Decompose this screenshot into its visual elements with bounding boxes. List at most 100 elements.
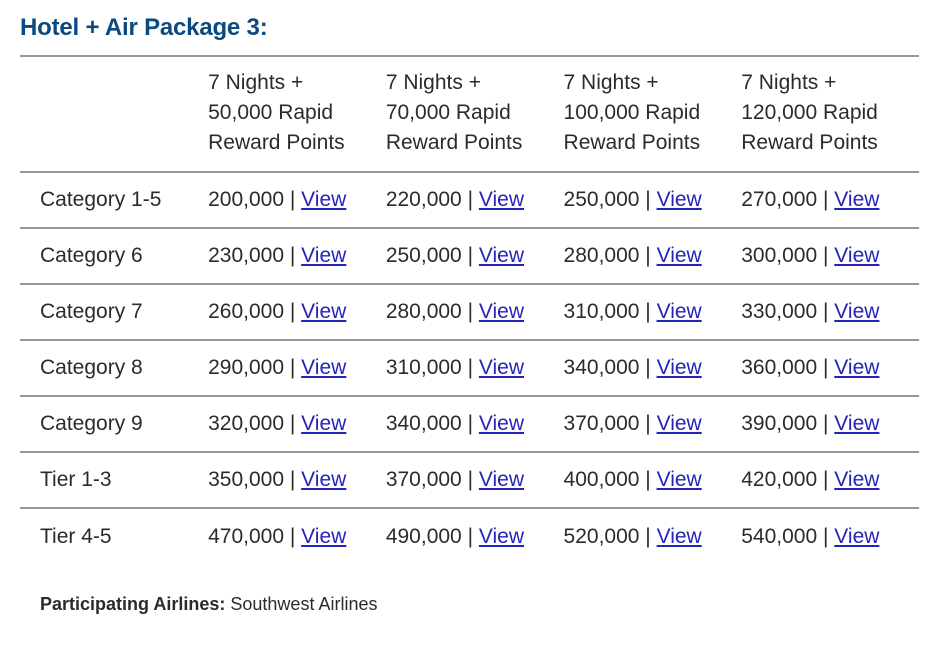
points-cell: 340,000 | View: [563, 356, 702, 379]
points-cell: 310,000 | View: [385, 356, 525, 379]
points-cell: 470,000 | View: [208, 524, 347, 548]
points-value: 540,000: [741, 524, 818, 548]
points-cell: 260,000 | View: [208, 300, 347, 323]
points-value: 270,000: [741, 188, 818, 211]
points-cell: 280,000 | View: [385, 300, 525, 323]
points-value: 490,000: [385, 524, 462, 548]
view-link[interactable]: View: [301, 468, 347, 491]
table-row: Category 7 260,000 | View 280,000 | View 31…: [20, 284, 919, 340]
points-value: 420,000: [741, 468, 818, 491]
column-header-line: Reward Points: [385, 131, 523, 154]
view-link[interactable]: View: [656, 412, 702, 435]
points-value: 250,000: [563, 188, 640, 211]
column-header-line: Reward Points: [208, 131, 345, 154]
points-value: 470,000: [208, 524, 285, 548]
column-header-line: 7 Nights +: [563, 71, 659, 94]
points-value: 310,000: [563, 300, 640, 323]
points-cell: 340,000 | View: [385, 412, 525, 435]
view-link[interactable]: View: [834, 188, 880, 211]
view-link[interactable]: View: [834, 244, 880, 267]
view-link[interactable]: View: [834, 468, 880, 491]
points-value: 330,000: [741, 300, 818, 323]
table-row: Category 8 290,000 | View 310,000 | View 34…: [20, 340, 919, 396]
package-table: 7 Nights +50,000 Rapid Reward Points 7 Nig…: [20, 55, 919, 564]
points-cell: 420,000 | View: [741, 468, 880, 491]
column-header-line: 70,000 Rapid: [385, 101, 511, 124]
row-label: Category 9: [40, 412, 143, 435]
column-header-line: Reward Points: [741, 131, 878, 154]
points-cell: 370,000 | View: [385, 468, 525, 491]
points-value: 350,000: [208, 468, 285, 491]
points-cell: 320,000 | View: [208, 412, 347, 435]
points-cell: 330,000 | View: [741, 300, 880, 323]
points-value: 200,000: [208, 188, 285, 211]
points-cell: 300,000 | View: [741, 244, 880, 267]
view-link[interactable]: View: [656, 468, 702, 491]
view-link[interactable]: View: [656, 300, 702, 323]
view-link[interactable]: View: [656, 244, 702, 267]
row-label: Category 1-5: [40, 188, 162, 211]
view-link[interactable]: View: [478, 244, 525, 267]
view-link[interactable]: View: [301, 300, 347, 323]
points-value: 370,000: [385, 468, 462, 491]
view-link[interactable]: View: [478, 412, 525, 435]
view-link[interactable]: View: [834, 300, 880, 323]
points-cell: 250,000 | View: [385, 244, 525, 267]
row-label: Tier 4-5: [40, 524, 112, 548]
points-cell: 280,000 | View: [563, 244, 702, 267]
column-header-line: Reward Points: [563, 131, 701, 154]
points-value: 230,000: [208, 244, 285, 267]
table-row: Tier 4-5 470,000 | View 490,000 | View 520,…: [20, 508, 919, 564]
points-cell: 390,000 | View: [741, 412, 880, 435]
points-cell: 540,000 | View: [741, 524, 880, 548]
view-link[interactable]: View: [478, 188, 525, 211]
view-link[interactable]: View: [478, 300, 525, 323]
points-value: 320,000: [208, 412, 285, 435]
column-header-line: 100,000 Rapid: [563, 101, 701, 124]
table-row: Tier 1-3 350,000 | View 370,000 | View 400,…: [20, 452, 919, 508]
view-link[interactable]: View: [478, 468, 525, 491]
view-link[interactable]: View: [301, 524, 347, 548]
empty-header-cell: [20, 56, 208, 172]
points-value: 390,000: [741, 412, 818, 435]
points-cell: 360,000 | View: [741, 356, 880, 379]
row-label: Tier 1-3: [40, 468, 112, 491]
row-label: Category 6: [40, 244, 143, 267]
view-link[interactable]: View: [834, 524, 880, 548]
points-value: 370,000: [563, 412, 640, 435]
participating-airlines: Participating Airlines: Southwest Airlin…: [40, 594, 377, 615]
view-link[interactable]: View: [834, 356, 880, 379]
points-value: 220,000: [385, 188, 462, 211]
view-link[interactable]: View: [301, 412, 347, 435]
column-header: 7 Nights + 100,000 Rapid Reward Points: [564, 56, 742, 172]
column-header: 7 Nights + 120,000 Rapid Reward Points: [741, 56, 919, 172]
points-value: 340,000: [385, 412, 462, 435]
points-value: 300,000: [741, 244, 818, 267]
view-link[interactable]: View: [301, 188, 347, 211]
view-link[interactable]: View: [301, 356, 347, 379]
participating-airlines-label: Participating Airlines:: [40, 594, 226, 614]
header-row: 7 Nights +50,000 Rapid Reward Points 7 Nig…: [20, 56, 919, 172]
table-row: Category 6 230,000 | View 250,000 | View 28…: [20, 228, 919, 284]
row-label: Category 8: [40, 356, 143, 379]
column-header: 7 Nights + 50,000 Rapid Reward Points: [208, 56, 386, 172]
points-value: 290,000: [208, 356, 285, 379]
points-cell: 220,000 | View: [385, 188, 525, 211]
view-link[interactable]: View: [656, 356, 702, 379]
points-cell: 490,000 | View: [385, 524, 525, 548]
view-link[interactable]: View: [301, 244, 347, 267]
row-label: Category 7: [40, 300, 143, 323]
view-link[interactable]: View: [656, 188, 702, 211]
view-link[interactable]: View: [656, 524, 702, 548]
points-value: 340,000: [563, 356, 640, 379]
points-cell: 200,000 | View: [208, 188, 347, 211]
column-header-line: 7 Nights +: [208, 71, 304, 94]
table-row: Category 1-5 200,000 | View 220,000 | View…: [20, 172, 919, 228]
points-cell: 400,000 | View: [563, 468, 702, 491]
points-cell: 290,000 | View: [208, 356, 347, 379]
view-link[interactable]: View: [478, 524, 525, 548]
view-link[interactable]: View: [478, 356, 525, 379]
points-value: 360,000: [741, 356, 818, 379]
column-header-line: 120,000 Rapid: [741, 101, 878, 124]
view-link[interactable]: View: [834, 412, 880, 435]
